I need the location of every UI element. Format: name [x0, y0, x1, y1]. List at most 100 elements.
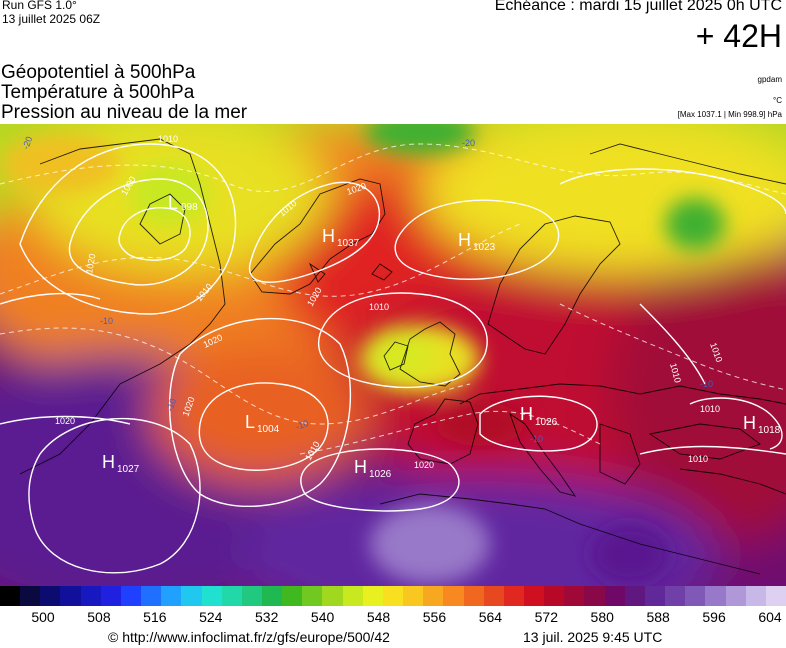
color-scale-swatch: [665, 586, 686, 606]
low-pressure-center: L 998: [168, 193, 198, 213]
color-scale-swatch: [463, 586, 485, 606]
color-scale-tick-label: 604: [758, 609, 782, 625]
color-scale-tick-label: 508: [87, 609, 111, 625]
high-pressure-center: H 1037: [322, 226, 360, 249]
color-scale-swatch: [524, 586, 545, 606]
isobars: [0, 143, 786, 574]
layer-title-geopotential: Géopotentiel à 500hPa: [1, 62, 196, 83]
color-scale-swatch: [423, 586, 444, 606]
svg-text:1004: 1004: [257, 424, 280, 435]
color-scale-swatch: [241, 586, 263, 606]
color-scale-ticks: 500 508 516 524 532 540 548 556 564 572 580 588 596 6…: [0, 609, 786, 627]
color-scale-swatch: [181, 586, 203, 606]
color-scale-tick-label: 596: [702, 609, 726, 625]
isobar-label: 1020: [414, 460, 434, 470]
color-scale-swatch: [503, 586, 525, 606]
color-scale-swatch: [745, 586, 767, 606]
color-scale-swatch: [120, 586, 142, 606]
color-scale-swatch: [262, 586, 283, 606]
isotherm-label: -20: [462, 138, 475, 148]
isotherm-label: -10: [294, 418, 310, 432]
isobar-label: 1010: [369, 302, 389, 312]
color-scale-swatch: [564, 586, 585, 606]
color-scale-tick-label: 548: [366, 609, 391, 625]
svg-text:1026: 1026: [535, 417, 558, 428]
pressure-centers: L 998 H 1037 H 1023 L 1004 H 1027 H 1026 H 1026…: [102, 193, 781, 480]
color-scale-tick-label: 556: [422, 609, 447, 625]
color-scale-swatch: [282, 586, 303, 606]
color-scale-swatch: [221, 586, 243, 606]
color-scale-swatch: [60, 586, 82, 606]
svg-text:H: H: [743, 413, 756, 433]
color-scale-bar: [0, 586, 786, 606]
color-scale-swatch: [584, 586, 606, 606]
unit-temperature: °C: [773, 96, 782, 105]
color-scale-swatch: [604, 586, 626, 606]
color-scale-swatch: [362, 586, 384, 606]
color-scale-swatch: [644, 586, 666, 606]
high-pressure-center: H 1023: [458, 230, 496, 253]
color-scale-tick-label: 540: [310, 609, 335, 625]
high-pressure-center: H 1018: [743, 413, 781, 436]
color-scale-swatch: [20, 586, 41, 606]
svg-text:998: 998: [181, 202, 198, 213]
layer-title-pressure: Pression au niveau de la mer: [1, 102, 248, 123]
isotherm-label: -10: [164, 397, 178, 413]
svg-text:H: H: [354, 457, 367, 477]
color-scale-swatch: [483, 586, 505, 606]
color-scale-tick-label: 500: [31, 609, 55, 625]
generation-timestamp: 13 juil. 2025 9:45 UTC: [523, 629, 663, 645]
svg-text:L: L: [168, 193, 178, 213]
unit-geopotential: gpdam: [757, 75, 782, 84]
color-scale-swatch: [705, 586, 727, 606]
isobar-label: 1010: [700, 404, 720, 414]
color-scale-swatch: [80, 586, 102, 606]
color-scale-swatch: [302, 586, 323, 606]
high-pressure-center: H 1026: [354, 457, 392, 480]
color-scale-tick-label: 588: [646, 609, 670, 625]
forecast-valid-time: Echéance : mardi 15 juillet 2025 0h UTC: [494, 0, 782, 14]
color-scale-tick-label: 516: [143, 609, 167, 625]
coastlines: [19, 138, 786, 575]
color-scale-swatch: [382, 586, 404, 606]
color-scale-swatch: [725, 586, 747, 606]
low-pressure-center: L 1004: [245, 412, 280, 435]
color-scale-tick-label: 572: [534, 609, 558, 625]
svg-text:H: H: [520, 404, 533, 424]
color-scale-swatch: [100, 586, 122, 606]
pressure-range: [Max 1037.1 | Min 998.9] hPa: [677, 110, 782, 119]
high-pressure-center: H 1026: [520, 404, 558, 428]
isobar-label: 1010: [688, 454, 708, 464]
color-scale-tick-label: 524: [199, 609, 223, 625]
svg-text:H: H: [102, 452, 115, 472]
svg-text:1018: 1018: [758, 425, 781, 436]
color-scale-swatch: [342, 586, 364, 606]
color-scale-swatch: [403, 586, 424, 606]
color-scale-swatch: [544, 586, 565, 606]
isotherm-label: -10: [700, 379, 713, 389]
isobar-label: 1020: [55, 416, 75, 426]
color-scale-swatch: [0, 586, 21, 606]
isotherm-labels: -20 -10 -20 -10 -10 -10 -10: [20, 135, 713, 444]
color-scale-swatch: [40, 586, 61, 606]
color-scale-tick-label: 564: [478, 609, 503, 625]
isobar-label: 1010: [158, 134, 178, 144]
isotherm-label: -10: [530, 434, 543, 444]
color-scale-swatch: [201, 586, 223, 606]
run-label: Run GFS 1.0°: [2, 0, 77, 12]
color-scale-tick-label: 580: [590, 609, 614, 625]
high-pressure-center: H 1027: [102, 452, 140, 475]
color-scale-swatch: [322, 586, 344, 606]
forecast-lead-time: + 42H: [695, 18, 782, 54]
source-credit: © http://www.infoclimat.fr/z/gfs/europe/…: [108, 629, 390, 645]
color-scale-swatch: [141, 586, 162, 606]
isotherm-label: -20: [20, 135, 34, 151]
run-date: 13 juillet 2025 06Z: [2, 12, 101, 26]
isotherm-label: -10: [100, 316, 113, 326]
svg-text:1027: 1027: [117, 464, 140, 475]
svg-text:1023: 1023: [473, 242, 496, 253]
isobar-label: 1020: [84, 253, 97, 274]
color-scale-swatch: [685, 586, 706, 606]
color-scale-swatch: [624, 586, 646, 606]
svg-text:1037: 1037: [337, 238, 360, 249]
